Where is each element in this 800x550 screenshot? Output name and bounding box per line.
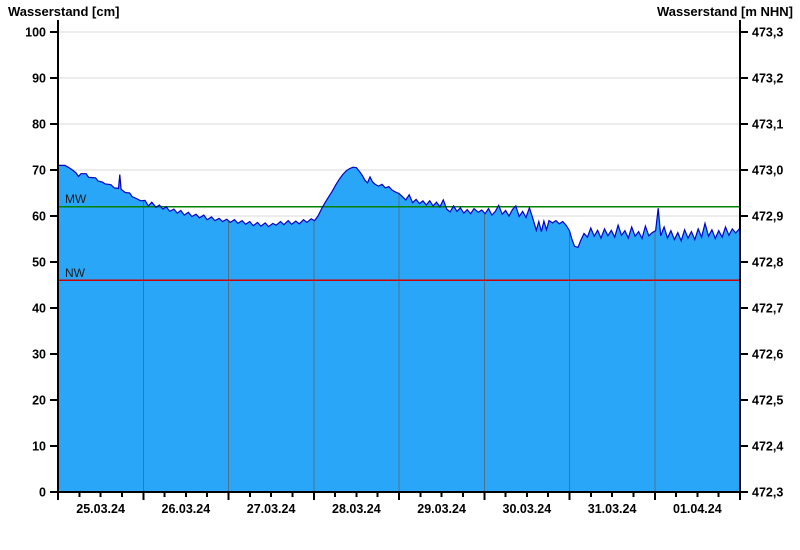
- right-axis-tick-label: 472,6: [752, 348, 783, 362]
- left-axis-title: Wasserstand [cm]: [8, 4, 120, 19]
- right-axis-tick-label: 473,0: [752, 164, 783, 178]
- x-axis-date-label: 25.03.24: [76, 502, 125, 516]
- left-axis-tick-label: 30: [32, 348, 46, 362]
- nw-reference-label: NW: [65, 266, 85, 280]
- left-axis-tick-label: 80: [32, 118, 46, 132]
- water-level-curve: [58, 164, 741, 249]
- right-axis-tick-label: 473,2: [752, 72, 783, 86]
- x-axis-date-label: 28.03.24: [332, 502, 381, 516]
- right-axis-tick-label: 472,8: [752, 256, 783, 270]
- left-axis-tick-label: 50: [32, 256, 46, 270]
- left-axis-tick-label: 60: [32, 210, 46, 224]
- right-axis-tick-label: 472,3: [752, 486, 783, 500]
- x-axis-date-label: 29.03.24: [417, 502, 466, 516]
- right-axis-tick-label: 473,3: [752, 26, 783, 40]
- left-axis-tick-label: 70: [32, 164, 46, 178]
- left-axis-tick-label: 100: [25, 26, 46, 40]
- x-axis-date-label: 31.03.24: [588, 502, 637, 516]
- right-axis-tick-label: 473,1: [752, 118, 783, 132]
- right-axis-tick-label: 472,9: [752, 210, 783, 224]
- x-axis-date-label: 26.03.24: [162, 502, 211, 516]
- right-axis-tick-label: 472,5: [752, 394, 783, 408]
- left-axis-tick-label: 0: [39, 486, 46, 500]
- left-axis-tick-label: 40: [32, 302, 46, 316]
- right-axis-tick-label: 472,4: [752, 440, 783, 454]
- x-axis-date-label: 01.04.24: [673, 502, 722, 516]
- left-axis-tick-label: 20: [32, 394, 46, 408]
- left-axis-tick-label: 10: [32, 440, 46, 454]
- x-axis-date-label: 30.03.24: [503, 502, 552, 516]
- mw-reference-label: MW: [65, 192, 87, 206]
- right-axis-title: Wasserstand [m NHN]: [656, 4, 793, 19]
- x-axis-date-label: 27.03.24: [247, 502, 296, 516]
- left-axis-tick-label: 90: [32, 72, 46, 86]
- right-axis-tick-label: 472,7: [752, 302, 783, 316]
